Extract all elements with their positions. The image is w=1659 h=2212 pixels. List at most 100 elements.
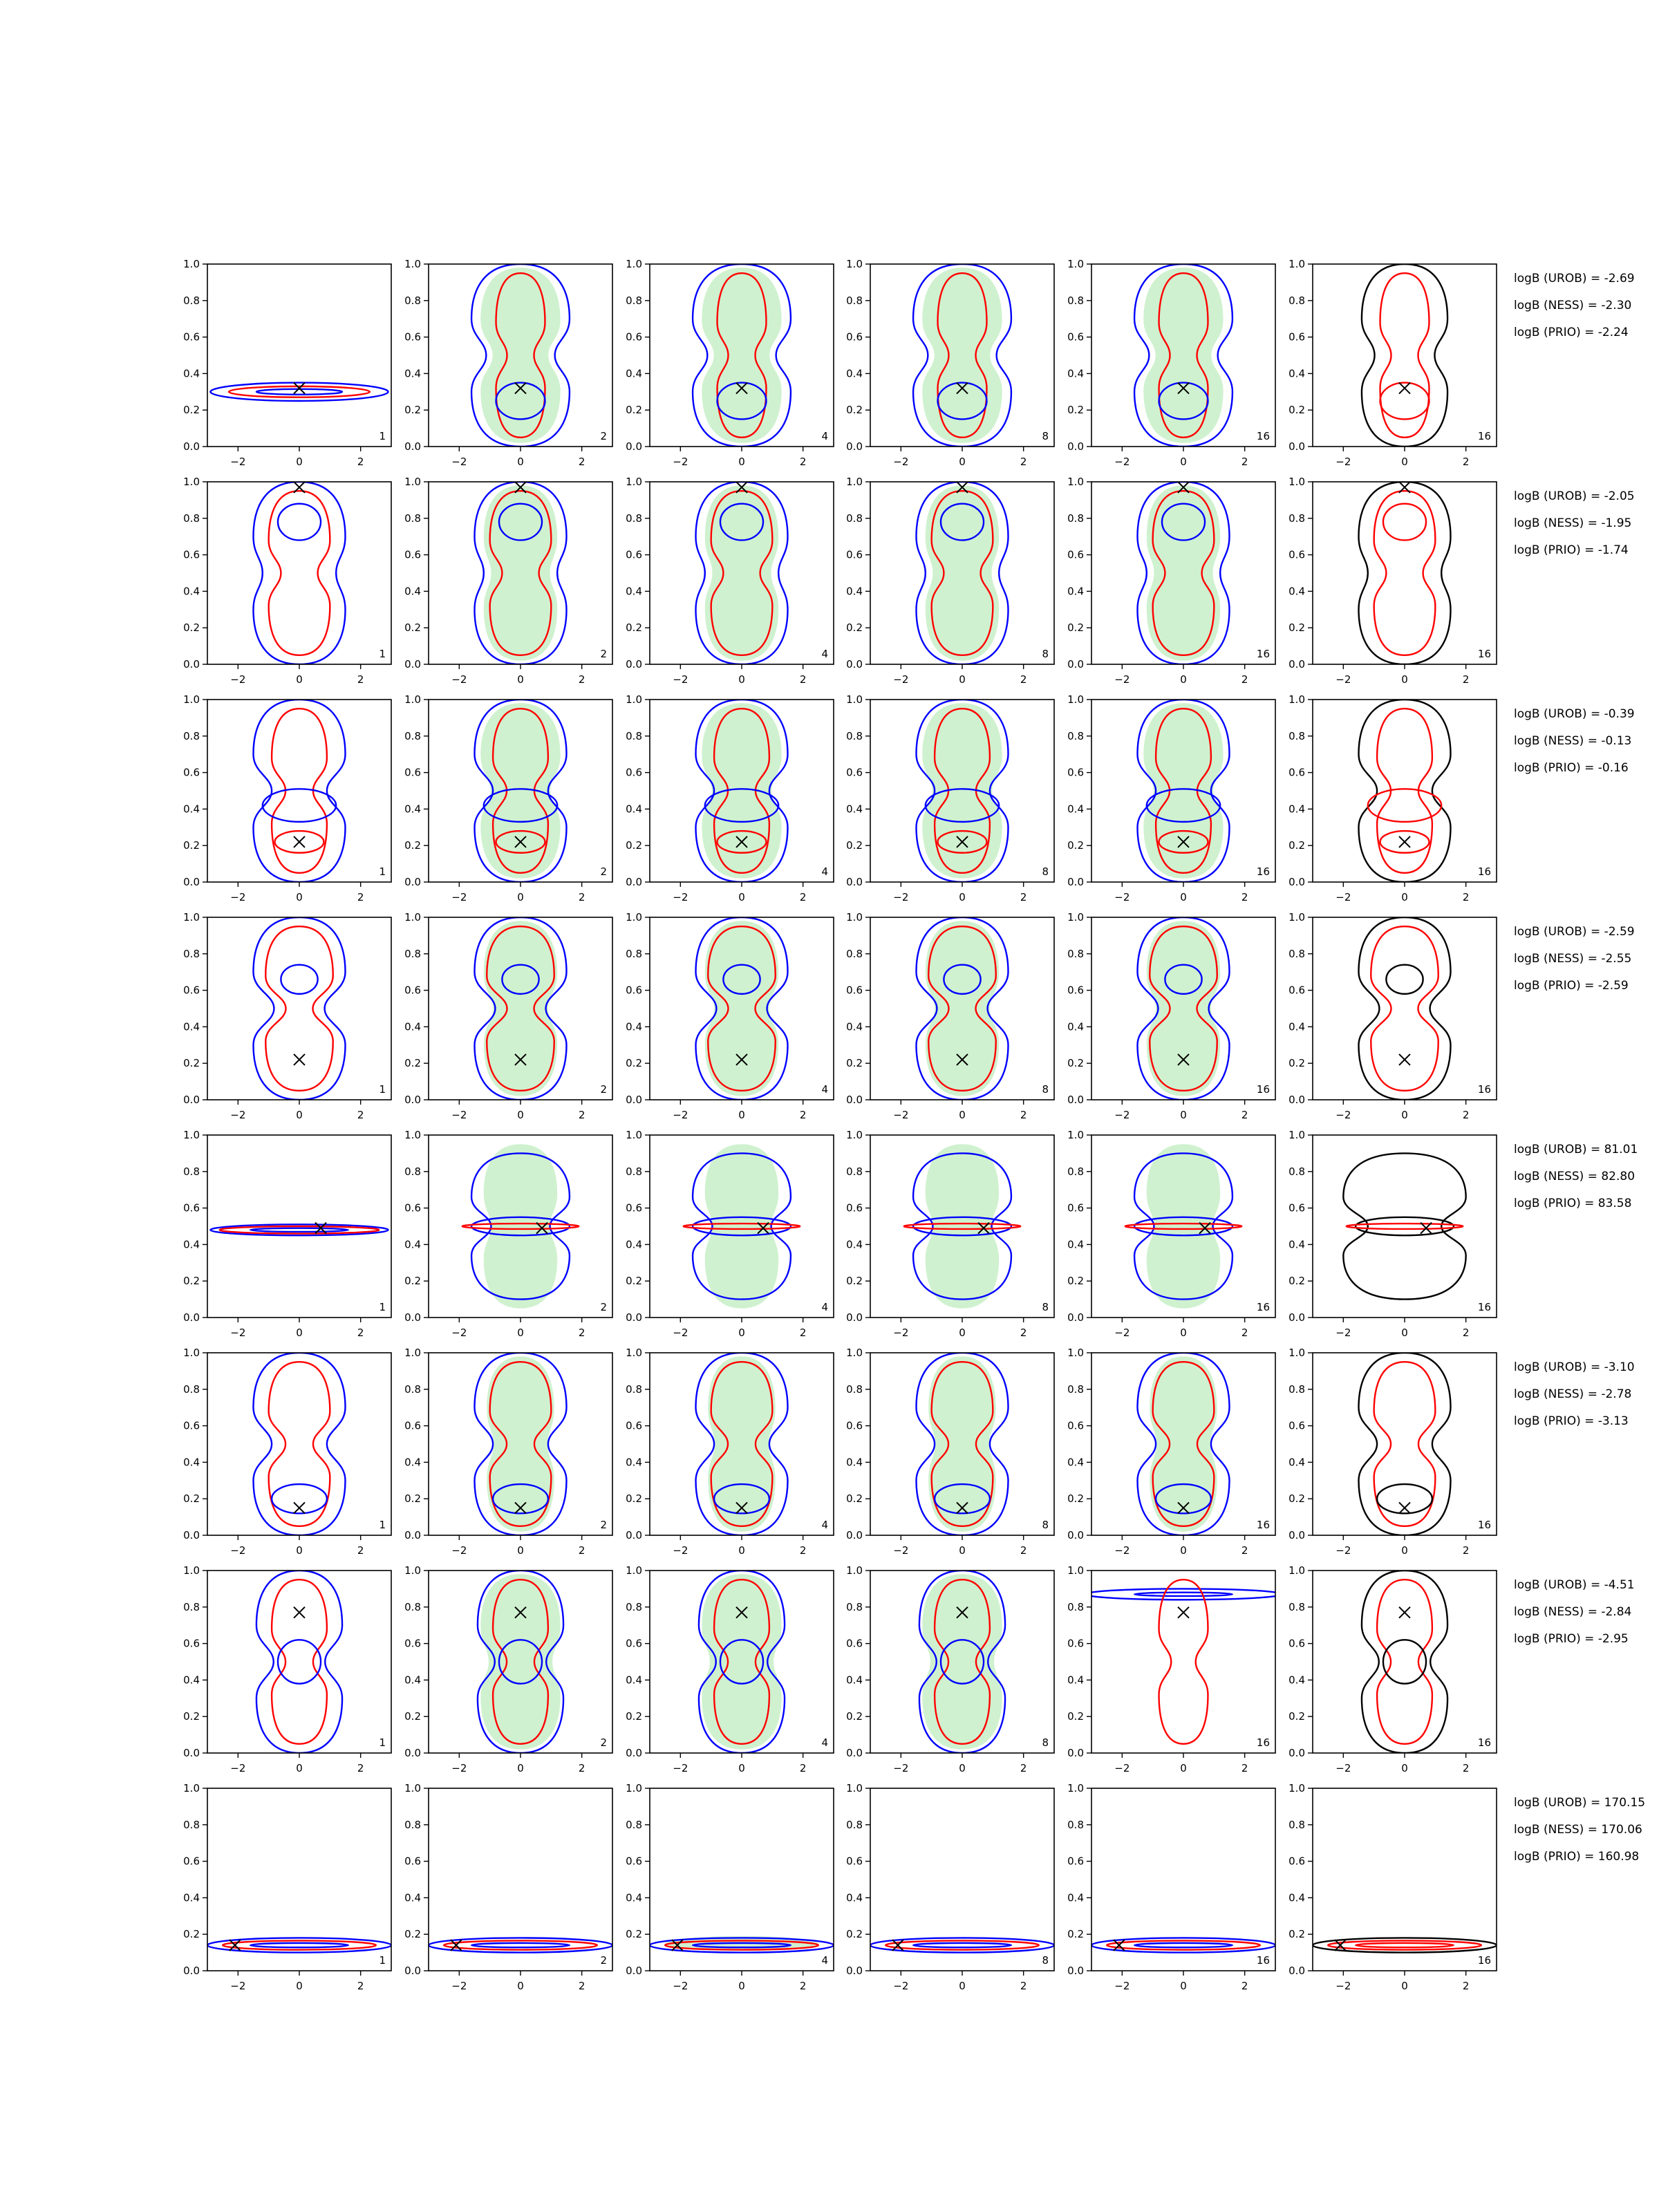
panel-r6-c1: −2 0 2 0.0 0.2 0.4 0.6 0.8 1.0 1 — [183, 1347, 392, 1557]
contour-red — [270, 707, 328, 874]
panel-count-label: 1 — [379, 1083, 386, 1096]
y-tick-label: 0.2 — [183, 1928, 200, 1940]
y-tick-label: 0.4 — [1288, 1020, 1305, 1033]
true-value-marker — [315, 1221, 327, 1235]
true-value-marker — [293, 1053, 306, 1066]
panel-count-label: 16 — [1257, 865, 1270, 878]
panel-frame — [207, 263, 392, 447]
true-value-marker — [293, 481, 306, 494]
panel-contours — [915, 1353, 1009, 1535]
y-tick-label: 0.8 — [1288, 1601, 1305, 1613]
logB-annotation: logB (NESS) = -1.95 — [1514, 516, 1631, 530]
y-tick-label: 0.8 — [183, 948, 200, 960]
x-tick-label: 2 — [1241, 1762, 1248, 1774]
y-tick-label: 0.8 — [626, 948, 642, 960]
density-fill — [922, 268, 1002, 443]
contour-red — [489, 489, 552, 657]
y-tick-label: 0.6 — [846, 1638, 863, 1650]
panel-count-label: 16 — [1478, 430, 1491, 442]
logB-annotation: logB (UROB) = 81.01 — [1514, 1143, 1638, 1156]
contour-red — [682, 1222, 801, 1230]
density-fill — [704, 485, 779, 661]
y-tick-label: 0.8 — [626, 294, 642, 307]
y-tick-label: 0.0 — [183, 440, 200, 453]
panel-contours — [695, 917, 789, 1100]
contour-blue — [209, 382, 389, 402]
contour-red — [1345, 1222, 1464, 1230]
y-tick-label: 0.2 — [626, 1710, 642, 1723]
row-6: −2 0 2 0.0 0.2 0.4 0.6 0.8 1.0 1 −2 0 2 0.0 0.2 0.4 0.6 0… — [183, 1347, 1634, 1557]
y-tick-label: 0.8 — [626, 730, 642, 742]
contour-inner — [713, 1483, 771, 1515]
x-tick-label: 2 — [1241, 1544, 1248, 1557]
y-tick-label: 0.0 — [626, 1747, 642, 1759]
x-tick-label: −2 — [893, 1109, 908, 1121]
x-tick-label: −2 — [893, 1762, 908, 1774]
y-tick-label: 0.6 — [404, 984, 421, 997]
y-tick-label: 0.8 — [1067, 730, 1084, 742]
contour-inner — [1354, 1216, 1455, 1237]
y-tick-label: 1.0 — [404, 911, 421, 924]
panel-count-label: 4 — [821, 1736, 828, 1749]
x-tick-label: 2 — [800, 1109, 807, 1121]
y-tick-label: 1.0 — [1288, 1347, 1305, 1359]
y-tick-label: 0.8 — [404, 1383, 421, 1396]
x-tick-label: 0 — [517, 1980, 524, 1992]
y-tick-label: 0.0 — [846, 1529, 863, 1541]
y-tick-label: 0.0 — [404, 1094, 421, 1106]
x-tick-label: 0 — [517, 673, 524, 686]
y-tick-label: 0.2 — [1288, 1057, 1305, 1069]
x-tick-label: 2 — [579, 1109, 585, 1121]
y-tick-label: 0.4 — [183, 1238, 200, 1250]
panel-r5-c1: −2 0 2 0.0 0.2 0.4 0.6 0.8 1.0 1 — [183, 1129, 392, 1339]
panel-count-label: 8 — [1042, 1519, 1049, 1531]
y-tick-label: 0.0 — [1288, 1965, 1305, 1977]
x-tick-label: 2 — [1241, 1109, 1248, 1121]
y-tick-label: 0.6 — [404, 1420, 421, 1432]
x-tick-label: 2 — [1020, 1327, 1027, 1339]
y-tick-label: 0.4 — [1067, 1674, 1084, 1686]
contour-outer — [918, 1571, 1006, 1753]
panel-count-label: 16 — [1257, 1519, 1270, 1531]
y-tick-label: 1.0 — [183, 1782, 200, 1794]
panel-r3-c4: −2 0 2 0.0 0.2 0.4 0.6 0.8 1.0 8 — [846, 693, 1055, 903]
y-tick-label: 0.6 — [404, 1855, 421, 1868]
y-tick-label: 1.0 — [846, 911, 863, 924]
panel-count-label: 8 — [1042, 865, 1049, 878]
contour-inner — [1133, 1942, 1234, 1949]
panel-frame — [207, 481, 392, 665]
y-tick-label: 0.6 — [846, 1420, 863, 1432]
panel-contours — [1091, 1937, 1275, 1953]
x-tick-label: 2 — [1020, 673, 1027, 686]
x-tick-label: −2 — [451, 1327, 467, 1339]
contour-inner — [719, 1639, 765, 1685]
panel-r4-c3: −2 0 2 0.0 0.2 0.4 0.6 0.8 1.0 4 — [626, 911, 834, 1121]
y-tick-label: 1.0 — [404, 1782, 421, 1794]
x-tick-label: 0 — [738, 456, 745, 468]
y-tick-label: 1.0 — [404, 693, 421, 706]
panel-contours — [691, 264, 792, 447]
contour-red — [713, 707, 771, 874]
panel-count-label: 2 — [600, 1519, 607, 1531]
y-tick-label: 0.8 — [404, 1819, 421, 1831]
logB-annotation: logB (UROB) = -4.51 — [1514, 1578, 1635, 1592]
contour-red — [218, 1225, 380, 1235]
x-tick-label: −2 — [1114, 1762, 1130, 1774]
panel-r8-c4: −2 0 2 0.0 0.2 0.4 0.6 0.8 1.0 8 — [846, 1782, 1055, 1992]
panel-contours — [1124, 1144, 1243, 1309]
x-tick-label: −2 — [1114, 456, 1130, 468]
contour-red-inner — [274, 830, 325, 854]
y-tick-label: 0.8 — [626, 1383, 642, 1396]
x-tick-label: −2 — [230, 1544, 245, 1557]
y-tick-label: 0.2 — [1067, 1928, 1084, 1940]
y-tick-label: 0.2 — [846, 1492, 863, 1505]
y-tick-label: 0.2 — [183, 1492, 200, 1505]
panel-count-label: 1 — [379, 1736, 386, 1749]
panel-contours — [915, 700, 1009, 882]
x-tick-label: 2 — [800, 891, 807, 903]
contour-red-inner — [716, 830, 767, 854]
y-tick-label: 0.8 — [1067, 1165, 1084, 1178]
y-tick-label: 1.0 — [404, 1129, 421, 1141]
y-tick-label: 0.0 — [1067, 1311, 1084, 1324]
x-tick-label: −2 — [893, 1544, 908, 1557]
